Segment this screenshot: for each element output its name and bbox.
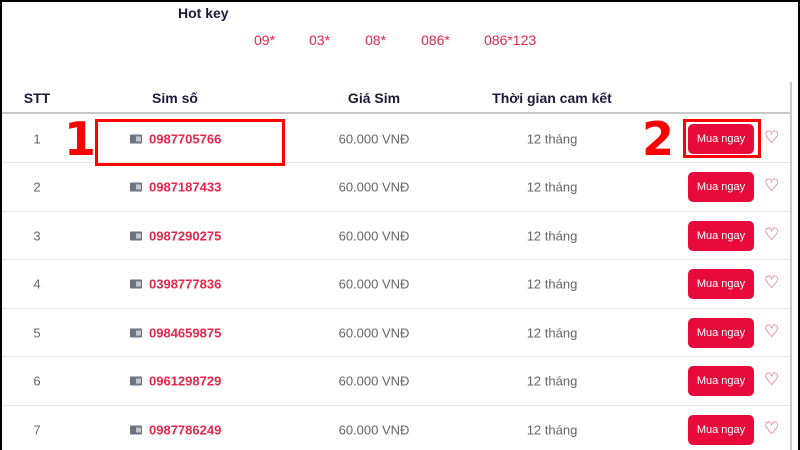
row-stt: 5 xyxy=(33,325,41,340)
hotkey-09[interactable]: 09* xyxy=(254,32,276,48)
table-row: 2 0987187433 60.000 VNĐ 12 tháng Mua nga… xyxy=(2,164,790,212)
buy-now-button[interactable]: Mua ngay xyxy=(688,172,754,202)
buy-now-button[interactable]: Mua ngay xyxy=(688,269,754,299)
buy-now-button[interactable]: Mua ngay xyxy=(688,123,754,154)
sim-number-link[interactable]: 0398777836 xyxy=(130,277,221,292)
hotkey-086[interactable]: 086* xyxy=(421,32,450,48)
sim-number[interactable]: 0398777836 xyxy=(149,276,222,292)
header-term: Thời gian cam kết xyxy=(492,90,612,106)
heart-icon[interactable]: ♡ xyxy=(764,224,780,244)
hotkey-086-123[interactable]: 086*123 xyxy=(484,32,537,48)
annotation-1: 1 xyxy=(64,112,97,166)
row-term: 12 tháng xyxy=(526,325,578,340)
row-term: 12 tháng xyxy=(526,131,578,146)
row-stt: 6 xyxy=(33,373,41,389)
table-header: STT Sim số Giá Sim Thời gian cam kết xyxy=(2,88,790,114)
sim-number[interactable]: 0987786249 xyxy=(149,422,222,437)
table-row: 5 0984659875 60.000 VNĐ 12 tháng Mua nga… xyxy=(2,309,790,357)
row-price: 60.000 VNĐ xyxy=(338,131,410,146)
sim-card-icon xyxy=(130,231,142,240)
sim-number[interactable]: 0961298729 xyxy=(149,373,222,389)
heart-icon[interactable]: ♡ xyxy=(764,273,780,292)
heart-icon[interactable]: ♡ xyxy=(764,370,780,389)
header-sim: Sim số xyxy=(152,90,198,106)
sim-number-link[interactable]: 0987786249 xyxy=(130,422,221,437)
sim-number-link[interactable]: 0984659875 xyxy=(130,325,221,340)
heart-icon[interactable]: ♡ xyxy=(764,418,780,438)
sim-number-link[interactable]: 0987705766 xyxy=(130,131,221,146)
hotkey-title: Hot key xyxy=(178,5,229,21)
sim-card-icon xyxy=(130,134,142,143)
row-price: 60.000 VNĐ xyxy=(338,179,410,195)
row-term: 12 tháng xyxy=(526,228,578,243)
hotkey-list: 09* 03* 08* 086* 086*123 xyxy=(2,32,798,52)
table-row: 7 0987786249 60.000 VNĐ 12 tháng Mua nga… xyxy=(2,406,790,450)
sim-card-icon xyxy=(130,425,142,434)
table-row: 3 0987290275 60.000 VNĐ 12 tháng Mua nga… xyxy=(2,212,790,260)
row-stt: 2 xyxy=(33,179,41,195)
sim-number[interactable]: 0987705766 xyxy=(149,131,222,146)
header-stt: STT xyxy=(23,90,51,106)
row-stt: 3 xyxy=(33,228,41,243)
hotkey-08[interactable]: 08* xyxy=(365,32,387,48)
sim-number-link[interactable]: 0961298729 xyxy=(130,374,221,389)
sim-card-icon xyxy=(130,182,142,192)
row-stt: 4 xyxy=(33,276,41,292)
row-price: 60.000 VNĐ xyxy=(338,228,410,243)
scrollbar[interactable] xyxy=(790,82,792,450)
table-row: 1 0987705766 60.000 VNĐ 12 tháng Mua nga… xyxy=(2,115,790,163)
sim-number-link[interactable]: 0987187433 xyxy=(130,180,221,195)
sim-card-icon xyxy=(130,376,142,386)
row-stt: 7 xyxy=(33,422,41,437)
sim-card-icon xyxy=(130,328,142,337)
row-price: 60.000 VNĐ xyxy=(338,422,410,437)
highlight-box-buy xyxy=(683,119,761,158)
sim-number[interactable]: 0984659875 xyxy=(149,325,222,340)
row-price: 60.000 VNĐ xyxy=(338,325,410,340)
sim-number[interactable]: 0987290275 xyxy=(149,228,222,243)
buy-now-button[interactable]: Mua ngay xyxy=(688,414,754,445)
heart-icon[interactable]: ♡ xyxy=(764,321,780,341)
row-term: 12 tháng xyxy=(526,179,578,195)
buy-now-button[interactable]: Mua ngay xyxy=(688,220,754,251)
sim-card-icon xyxy=(130,279,142,289)
buy-now-button[interactable]: Mua ngay xyxy=(688,317,754,348)
table-row: 6 0961298729 60.000 VNĐ 12 tháng Mua nga… xyxy=(2,358,790,406)
row-price: 60.000 VNĐ xyxy=(338,373,410,389)
sim-number[interactable]: 0987187433 xyxy=(149,179,222,195)
hotkey-03[interactable]: 03* xyxy=(309,32,331,48)
row-price: 60.000 VNĐ xyxy=(338,276,410,292)
row-term: 12 tháng xyxy=(526,373,578,389)
row-term: 12 tháng xyxy=(526,276,578,292)
heart-icon[interactable]: ♡ xyxy=(764,176,780,195)
row-stt: 1 xyxy=(33,131,41,146)
heart-icon[interactable]: ♡ xyxy=(764,127,780,147)
buy-now-button[interactable]: Mua ngay xyxy=(688,366,754,396)
row-term: 12 tháng xyxy=(526,422,578,437)
sim-number-link[interactable]: 0987290275 xyxy=(130,228,221,243)
highlight-box-sim xyxy=(95,119,285,166)
table-row: 4 0398777836 60.000 VNĐ 12 tháng Mua nga… xyxy=(2,261,790,309)
header-price: Giá Sim xyxy=(347,90,401,106)
annotation-2: 2 xyxy=(642,112,675,166)
